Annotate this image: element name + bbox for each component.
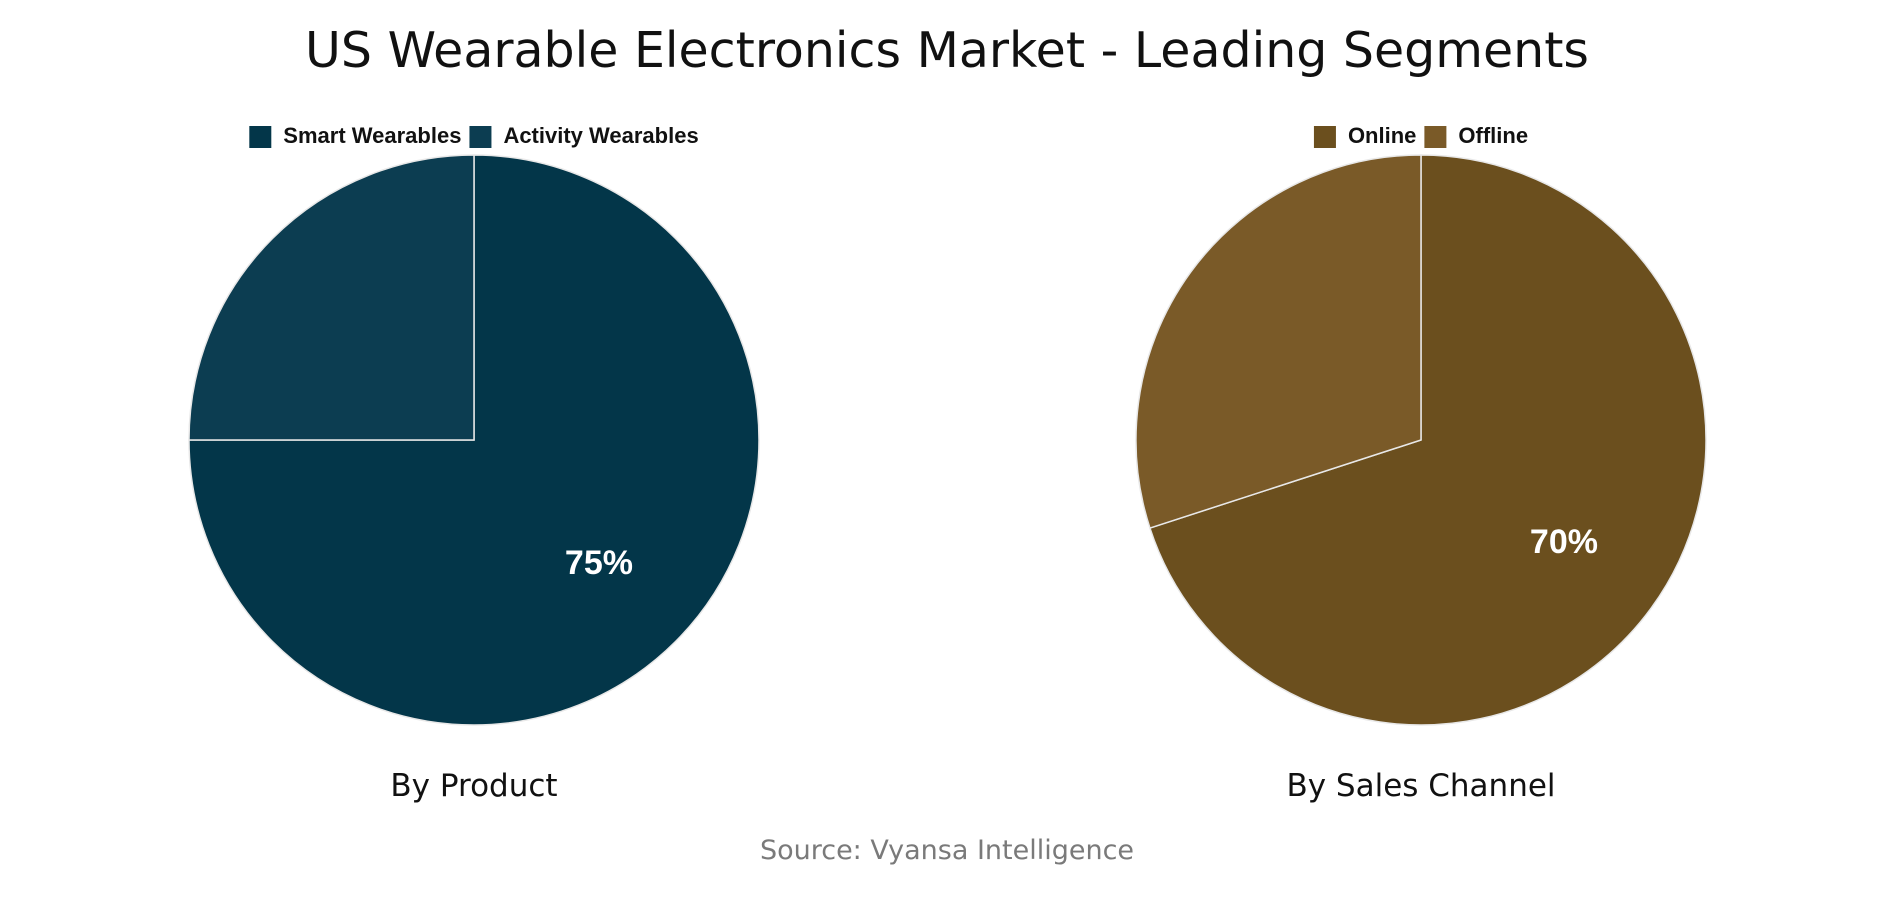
legend-label-offline: Offline — [1458, 123, 1528, 148]
legend-label-smart-wearables: Smart Wearables — [283, 123, 461, 148]
legend-swatch-smart-wearables — [249, 126, 272, 148]
source-note: Source: Vyansa Intelligence — [759, 835, 1135, 866]
legend-swatch-online — [1313, 126, 1336, 148]
pie-subtitle-by-product: By Product — [390, 768, 558, 804]
chart-title: US Wearable Electronics Market - Leading… — [305, 22, 1589, 79]
legend: Smart Wearables Activity Wearables — [249, 123, 699, 148]
pie-slice-offline — [1135, 154, 1422, 530]
pie-chart-by-sales-channel: 70% Online Offline — [1135, 123, 1707, 726]
pie-chart-by-product: 75% Smart Wearables Activity Wearables — [188, 123, 760, 726]
slice-label-online: 70% — [1530, 523, 1598, 561]
pie-slice-activity-wearables — [188, 154, 475, 441]
legend-swatch-activity-wearables — [469, 126, 492, 148]
legend-swatch-offline — [1424, 126, 1447, 148]
legend-label-activity-wearables: Activity Wearables — [503, 123, 698, 148]
legend-label-online: Online — [1348, 123, 1416, 148]
slice-label-smart-wearables: 75% — [565, 544, 633, 582]
pie-slice-online — [1149, 154, 1707, 726]
legend: Online Offline — [1313, 123, 1528, 148]
pie-subtitle-by-sales-channel: By Sales Channel — [1286, 768, 1556, 804]
